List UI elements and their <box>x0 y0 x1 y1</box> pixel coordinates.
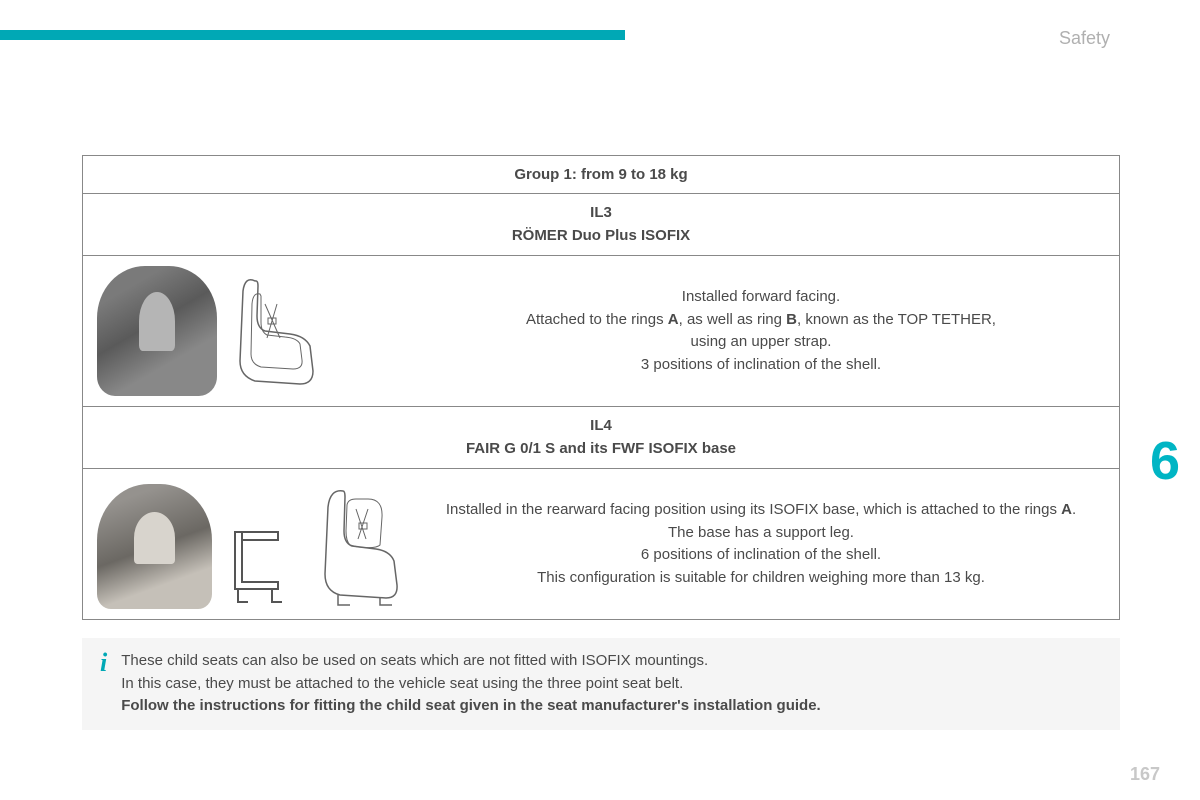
info-line1: These child seats can also be used on se… <box>121 652 708 669</box>
row2-line1-post: . <box>1072 501 1076 518</box>
row1-header: IL3 RÖMER Duo Plus ISOFIX <box>83 194 1119 256</box>
row1-code: IL3 <box>590 204 612 221</box>
row1-line2-mid: , as well as ring <box>679 311 787 328</box>
row2-line4: This configuration is suitable for child… <box>537 569 985 586</box>
row1-line4: 3 positions of inclination of the shell. <box>641 356 881 373</box>
group-header: Group 1: from 9 to 18 kg <box>83 156 1119 194</box>
row2-header: IL4 FAIR G 0/1 S and its FWF ISOFIX base <box>83 407 1119 469</box>
seat-outline-romer-icon <box>225 266 325 396</box>
info-text: These child seats can also be used on se… <box>121 650 820 718</box>
row2-line3: 6 positions of inclination of the shell. <box>641 546 881 563</box>
main-content: Group 1: from 9 to 18 kg IL3 RÖMER Duo P… <box>82 155 1120 730</box>
row1-line3: using an upper strap. <box>691 333 832 350</box>
row2-ring-a: A <box>1061 501 1072 518</box>
row1-name: RÖMER Duo Plus ISOFIX <box>512 227 690 244</box>
seat-outline-fair-icon <box>308 479 408 609</box>
page-number: 167 <box>1130 764 1160 785</box>
row2-line1-pre: Installed in the rearward facing positio… <box>446 501 1061 518</box>
seat-table: Group 1: from 9 to 18 kg IL3 RÖMER Duo P… <box>82 155 1120 620</box>
info-box: i These child seats can also be used on … <box>82 638 1120 730</box>
row2-line2: The base has a support leg. <box>668 524 854 541</box>
row2-code: IL4 <box>590 417 612 434</box>
isofix-base-icon <box>220 514 300 609</box>
info-icon: i <box>100 650 107 718</box>
accent-bar <box>0 30 625 40</box>
info-line3: Follow the instructions for fitting the … <box>121 697 820 714</box>
row1-content: Installed forward facing. Attached to th… <box>83 256 1119 407</box>
row2-content: Installed in the rearward facing positio… <box>83 469 1119 619</box>
row1-ring-a: A <box>668 311 679 328</box>
seat-photo-fair <box>97 484 212 609</box>
row2-images <box>97 479 417 609</box>
section-label: Safety <box>1059 28 1110 49</box>
row1-line2-post: , known as the TOP TETHER, <box>797 311 996 328</box>
row1-description: Installed forward facing. Attached to th… <box>417 266 1105 396</box>
info-line2: In this case, they must be attached to t… <box>121 675 683 692</box>
seat-photo-romer <box>97 266 217 396</box>
row1-line1: Installed forward facing. <box>682 288 840 305</box>
row1-images <box>97 266 417 396</box>
chapter-number: 6 <box>1150 430 1180 492</box>
row1-line2-pre: Attached to the rings <box>526 311 668 328</box>
row2-name: FAIR G 0/1 S and its FWF ISOFIX base <box>466 440 736 457</box>
row2-description: Installed in the rearward facing positio… <box>417 479 1105 609</box>
row1-ring-b: B <box>786 311 797 328</box>
